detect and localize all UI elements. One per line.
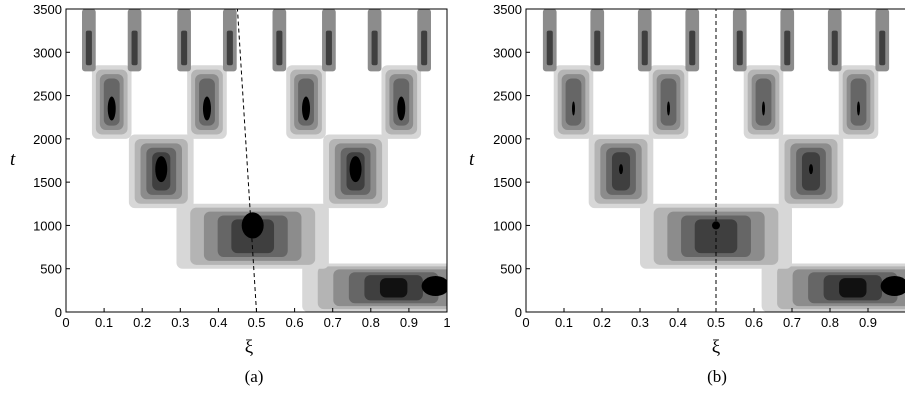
x-tick-label-0.8: 0.8 [821, 315, 839, 330]
band-split3-core-8 [421, 30, 428, 66]
y-tick-label-1500: 1500 [493, 175, 522, 190]
x-tick-label-0.8: 0.8 [362, 315, 380, 330]
y-tick-label-2000: 2000 [493, 132, 522, 147]
panel-b: 0 0.1 0.2 0.3 0.4 0.5 0.6 0.7 0.8 0.9 0 500 1000 1500… [469, 2, 905, 386]
y-tick-label-1500: 1500 [33, 175, 62, 190]
x-tick-label-0: 0 [62, 315, 69, 330]
peak-split2-4 [857, 101, 860, 116]
band-split3-core-5 [276, 30, 283, 66]
x-tick-label-0.3: 0.3 [631, 315, 649, 330]
y-tick-label-0: 0 [55, 305, 62, 320]
peak-split1-2 [809, 164, 813, 175]
x-tick-label-0.4: 0.4 [669, 315, 687, 330]
band-split3-core-4 [226, 30, 233, 66]
band-split3-core-2 [594, 30, 601, 66]
band-single-level-5 [694, 219, 738, 254]
y-tick-label-3000: 3000 [33, 45, 62, 60]
peak-initial [880, 276, 905, 297]
plot-area-a [82, 9, 447, 312]
x-tick-label-0.5: 0.5 [707, 315, 725, 330]
peak-split1-1 [155, 156, 168, 183]
band-split3-core-5 [736, 30, 743, 66]
panel-caption-a: (a) [245, 367, 264, 386]
band-split3-core-4 [689, 30, 696, 66]
y-axis-label-a: t [10, 149, 16, 170]
dashed-guide-line [236, 9, 257, 312]
x-axis-label-b: ξ [712, 337, 721, 358]
band-split3-core-1 [85, 30, 92, 66]
peak-split2-3 [762, 101, 765, 116]
peak-split2-1 [572, 101, 575, 116]
band-split3-core-6 [325, 30, 332, 66]
x-tick-label-0.5: 0.5 [247, 315, 265, 330]
band-split3-core-8 [879, 30, 886, 66]
band-split3-core-7 [371, 30, 378, 66]
band-split3-core-6 [784, 30, 791, 66]
y-tick-label-3000: 3000 [493, 45, 522, 60]
peak-split2-4 [397, 96, 406, 121]
x-tick-label-0.1: 0.1 [555, 315, 573, 330]
x-tick-label-0.7: 0.7 [324, 315, 342, 330]
peak-split1-2 [349, 156, 362, 183]
peak-split2-1 [107, 96, 116, 121]
x-tick-label-0.9: 0.9 [400, 315, 418, 330]
y-tick-label-2000: 2000 [33, 132, 62, 147]
x-tick-label-0.3: 0.3 [171, 315, 189, 330]
band-split3-core-1 [546, 30, 553, 66]
peak-split2-2 [202, 96, 211, 121]
y-tick-label-3500: 3500 [493, 2, 522, 17]
x-tick-label-0: 0 [522, 315, 529, 330]
x-tick-label-1: 1 [443, 315, 450, 330]
peak-single [241, 212, 264, 239]
band-split3-core-3 [641, 30, 648, 66]
x-axis-label-a: ξ [245, 337, 254, 358]
axes-a: 0 0.1 0.2 0.3 0.4 0.5 0.6 0.7 0.8 0.9 1 0 500 1000 150… [33, 2, 451, 330]
band-split3-core-2 [131, 30, 138, 66]
x-tick-label-0.9: 0.9 [859, 315, 877, 330]
y-tick-label-500: 500 [40, 262, 62, 277]
panel-caption-b: (b) [707, 367, 727, 386]
peak-initial [421, 276, 447, 297]
y-axis-label-b: t [469, 149, 475, 170]
peak-split2-3 [302, 96, 311, 121]
y-tick-label-2500: 2500 [33, 89, 62, 104]
x-tick-label-0.6: 0.6 [286, 315, 304, 330]
peak-split2-2 [667, 101, 670, 116]
x-tick-label-0.6: 0.6 [745, 315, 763, 330]
band-initial-level-6 [839, 278, 867, 298]
y-tick-label-500: 500 [500, 262, 522, 277]
axes-b: 0 0.1 0.2 0.3 0.4 0.5 0.6 0.7 0.8 0.9 0 500 1000 1500… [493, 2, 905, 330]
band-split3-core-7 [831, 30, 838, 66]
band-split3-core-3 [181, 30, 188, 66]
band-initial-level-6 [379, 278, 408, 298]
peak-split1-1 [619, 164, 623, 175]
y-tick-label-0: 0 [515, 305, 522, 320]
y-tick-label-1000: 1000 [33, 218, 62, 233]
x-tick-label-0.1: 0.1 [95, 315, 113, 330]
y-tick-label-2500: 2500 [493, 89, 522, 104]
x-tick-label-0.2: 0.2 [593, 315, 611, 330]
x-tick-label-0.7: 0.7 [783, 315, 801, 330]
y-tick-label-1000: 1000 [493, 218, 522, 233]
plot-area-b [542, 9, 905, 312]
x-tick-label-0.2: 0.2 [133, 315, 151, 330]
x-tick-label-0.4: 0.4 [209, 315, 227, 330]
y-tick-label-3500: 3500 [33, 2, 62, 17]
panel-a: 0 0.1 0.2 0.3 0.4 0.5 0.6 0.7 0.8 0.9 1 0 500 1000 150… [10, 2, 451, 386]
